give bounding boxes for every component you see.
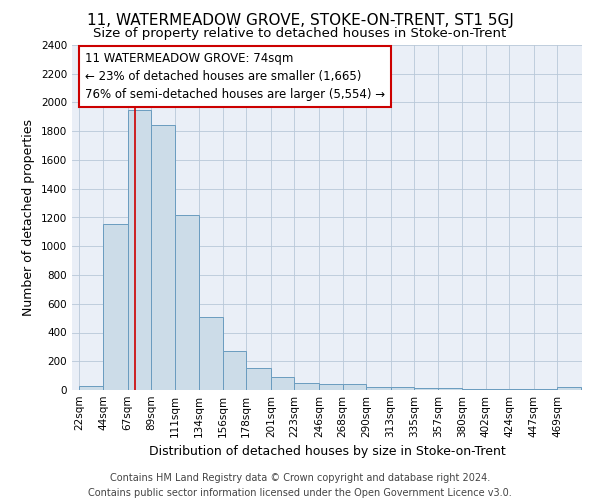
- Bar: [223, 351, 246, 390]
- Bar: [391, 388, 414, 390]
- Bar: [462, 389, 486, 390]
- Text: Size of property relative to detached houses in Stoke-on-Trent: Size of property relative to detached ho…: [94, 28, 506, 40]
- Bar: [103, 224, 128, 390]
- Bar: [128, 110, 151, 390]
- Bar: [366, 388, 391, 390]
- Bar: [486, 389, 509, 390]
- Bar: [199, 316, 223, 390]
- Bar: [414, 388, 437, 390]
- Bar: [79, 386, 103, 390]
- Text: 11, WATERMEADOW GROVE, STOKE-ON-TRENT, ST1 5GJ: 11, WATERMEADOW GROVE, STOKE-ON-TRENT, S…: [86, 12, 514, 28]
- Bar: [295, 383, 319, 390]
- Bar: [246, 368, 271, 390]
- Bar: [151, 126, 175, 390]
- Y-axis label: Number of detached properties: Number of detached properties: [22, 119, 35, 316]
- Bar: [271, 377, 295, 390]
- Bar: [175, 214, 199, 390]
- Text: 11 WATERMEADOW GROVE: 74sqm
← 23% of detached houses are smaller (1,665)
76% of : 11 WATERMEADOW GROVE: 74sqm ← 23% of det…: [85, 52, 385, 101]
- Bar: [557, 388, 581, 390]
- X-axis label: Distribution of detached houses by size in Stoke-on-Trent: Distribution of detached houses by size …: [149, 446, 505, 458]
- Bar: [343, 384, 366, 390]
- Text: Contains HM Land Registry data © Crown copyright and database right 2024.
Contai: Contains HM Land Registry data © Crown c…: [88, 472, 512, 498]
- Bar: [319, 384, 343, 390]
- Bar: [437, 388, 462, 390]
